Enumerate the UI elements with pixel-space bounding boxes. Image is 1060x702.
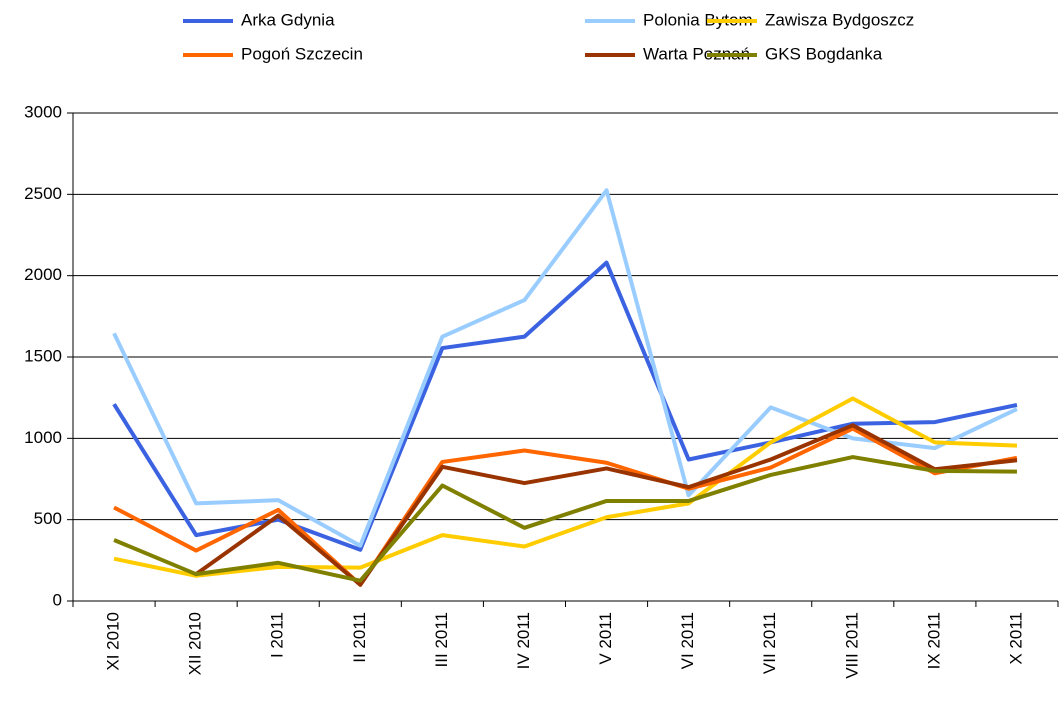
legend-label: Polonia Bytom [643,10,753,29]
legend-label: GKS Bogdanka [765,44,883,63]
x-tick-label: XI 2010 [104,612,123,671]
x-tick-label: VI 2011 [678,612,697,669]
x-tick-label: II 2011 [350,612,369,663]
x-tick-label: I 2011 [268,612,287,658]
y-tick-label: 2000 [24,265,62,284]
legend-label: Zawisza Bydgoszcz [765,10,914,29]
y-tick-label: 500 [34,509,62,528]
y-tick-label: 3000 [24,102,62,121]
y-tick-label: 0 [53,590,62,609]
x-tick-label: IX 2011 [924,612,943,669]
series-line [113,396,1018,578]
legend-label: Arka Gdynia [241,10,335,29]
x-tick-label: IV 2011 [514,612,533,669]
x-tick-label: III 2011 [432,612,451,667]
legend-label: Warta Poznań [643,44,750,63]
x-tick-label: V 2011 [596,612,615,665]
series-line [112,260,1018,552]
series-line [113,455,1017,583]
series-line [112,188,1018,548]
series-line [194,423,1018,587]
y-tick-label: 1500 [24,346,62,365]
x-tick-label: X 2011 [1006,612,1025,665]
x-tick-label: VIII 2011 [842,612,861,679]
x-tick-label: VII 2011 [760,612,779,674]
series-line [113,426,1018,587]
legend-label: Pogoń Szczecin [241,44,363,63]
y-tick-label: 1000 [24,428,62,447]
x-tick-label: XII 2010 [186,612,205,675]
y-tick-label: 2500 [24,184,62,203]
